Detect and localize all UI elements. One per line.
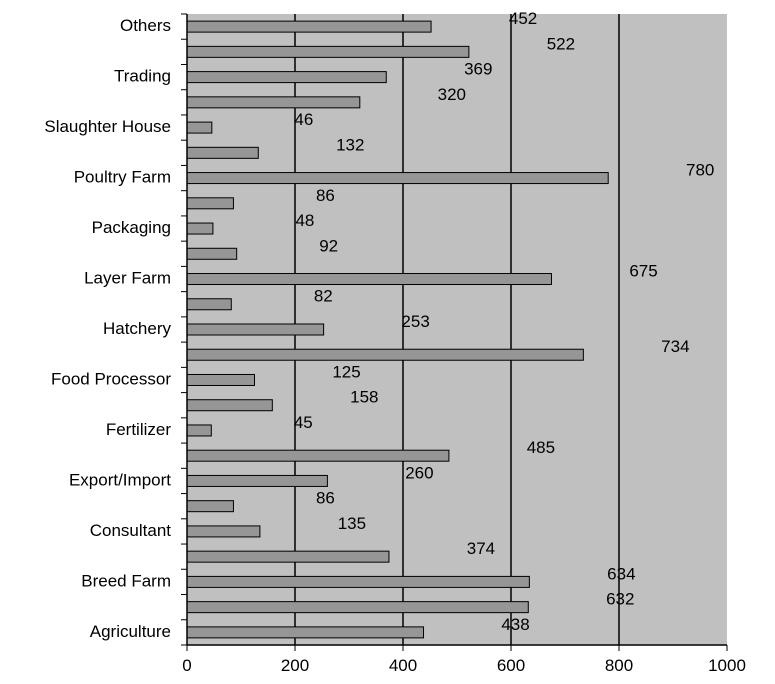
category-label: Layer Farm (84, 269, 171, 288)
category-label: Consultant (90, 521, 172, 540)
data-label: 260 (405, 463, 433, 482)
data-label: 135 (338, 514, 366, 533)
bar (186, 172, 609, 185)
bar (186, 146, 259, 159)
data-label: 45 (294, 413, 313, 432)
data-label: 92 (319, 236, 338, 255)
bar (186, 247, 238, 260)
data-label: 320 (438, 85, 466, 104)
data-label: 734 (661, 337, 689, 356)
bar (186, 222, 214, 235)
data-label: 369 (464, 60, 492, 79)
gridlines (294, 14, 620, 645)
bar (186, 96, 361, 109)
bar (186, 575, 530, 588)
bar (186, 424, 212, 437)
x-tick-label: 1000 (708, 656, 746, 675)
data-label: 132 (336, 135, 364, 154)
data-label: 158 (350, 388, 378, 407)
category-label: Trading (114, 67, 171, 86)
bar (186, 373, 255, 386)
data-label: 374 (467, 539, 495, 558)
data-label: 675 (629, 262, 657, 281)
data-label: 46 (294, 110, 313, 129)
x-axis: 0 200 400 600 800 1000 (181, 13, 746, 675)
bar (186, 474, 328, 487)
category-label: Export/Import (69, 470, 171, 489)
data-label: 632 (606, 590, 634, 609)
data-label: 452 (509, 9, 537, 28)
category-label: Food Processor (51, 369, 171, 388)
data-label: 438 (501, 615, 529, 634)
data-label: 48 (295, 211, 314, 230)
data-label: 780 (686, 161, 714, 180)
x-tick-label: 400 (389, 656, 417, 675)
data-label: 86 (316, 186, 335, 205)
bar (186, 500, 234, 513)
data-label: 82 (314, 287, 333, 306)
category-labels: Agriculture Breed Farm Consultant Export/Im… (44, 16, 171, 641)
data-label: 634 (607, 564, 635, 583)
bar (186, 449, 450, 462)
bar (186, 550, 390, 563)
x-tick-label: 200 (281, 656, 309, 675)
category-label: Packaging (92, 218, 171, 237)
category-label: Agriculture (90, 622, 171, 641)
bar (186, 323, 325, 336)
category-label: Poultry Farm (74, 168, 171, 187)
bar (186, 20, 432, 33)
data-labels: 4386326343741358626048545158125734253826… (294, 9, 715, 634)
category-label: Slaughter House (44, 117, 171, 136)
category-label: Breed Farm (81, 571, 171, 590)
bar (186, 45, 470, 58)
bar (186, 525, 261, 538)
x-tick-label: 0 (182, 656, 191, 675)
category-label: Others (120, 16, 171, 35)
bar (186, 121, 213, 134)
x-tick-label: 800 (605, 656, 633, 675)
bar (186, 298, 232, 311)
bar (186, 348, 584, 361)
category-label: Hatchery (103, 319, 172, 338)
data-label: 485 (527, 438, 555, 457)
data-label: 253 (401, 312, 429, 331)
category-label: Fertilizer (106, 420, 172, 439)
data-label: 522 (547, 34, 575, 53)
bar (186, 197, 234, 210)
x-tick-label: 600 (497, 656, 525, 675)
bar (186, 399, 273, 412)
bar (186, 601, 529, 614)
data-label: 86 (316, 489, 335, 508)
bar (186, 273, 552, 286)
bar (186, 626, 425, 639)
bar (186, 71, 387, 84)
data-label: 125 (332, 362, 360, 381)
